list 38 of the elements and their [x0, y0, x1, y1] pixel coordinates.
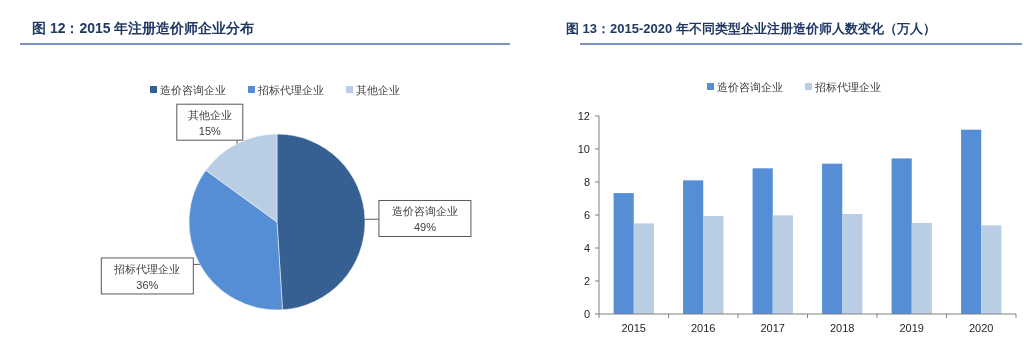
- data-label: 49%: [413, 221, 437, 234]
- chart-title: 图 13：2015-2020 年不同类型企业注册造价师人数变化（万人）: [566, 21, 936, 36]
- bar: [981, 225, 1002, 314]
- data-label: 36%: [136, 278, 159, 291]
- y-tick-label: 6: [583, 209, 590, 221]
- y-tick-label: 0: [583, 308, 590, 320]
- x-tick-label: 2020: [969, 322, 994, 334]
- slice-label: 造价咨询企业: [391, 205, 458, 218]
- legend-label: 招标代理企业: [814, 81, 881, 93]
- y-tick-label: 8: [583, 176, 590, 188]
- y-tick-label: 2: [583, 275, 590, 287]
- legend-label: 造价咨询企业: [717, 81, 783, 93]
- y-tick-label: 10: [577, 143, 590, 155]
- data-label: 15%: [198, 125, 222, 138]
- legend-label: 造价咨询企业: [160, 84, 226, 96]
- bar: [891, 158, 912, 314]
- bar: [822, 163, 843, 314]
- bar: [703, 215, 724, 314]
- bar: [842, 214, 863, 314]
- legend-label: 其他企业: [356, 84, 400, 96]
- x-tick-label: 2016: [691, 322, 716, 334]
- x-tick-label: 2018: [830, 322, 855, 334]
- x-tick-label: 2015: [621, 322, 646, 334]
- bar: [911, 222, 932, 314]
- bar: [772, 215, 793, 314]
- bar: [613, 193, 634, 314]
- legend-label: 招标代理企业: [257, 84, 324, 96]
- bar: [633, 223, 654, 314]
- y-tick-label: 4: [583, 242, 590, 254]
- bar: [683, 180, 704, 314]
- bar: [961, 129, 982, 314]
- x-tick-label: 2017: [760, 322, 785, 334]
- x-tick-label: 2019: [899, 322, 924, 334]
- bar: [752, 168, 773, 314]
- y-tick-label: 12: [577, 110, 590, 122]
- slice-label: 招标代理企业: [113, 262, 181, 275]
- chart-title: 图 12：2015 年注册造价师企业分布: [32, 20, 255, 36]
- slice-label: 其他企业: [187, 109, 232, 122]
